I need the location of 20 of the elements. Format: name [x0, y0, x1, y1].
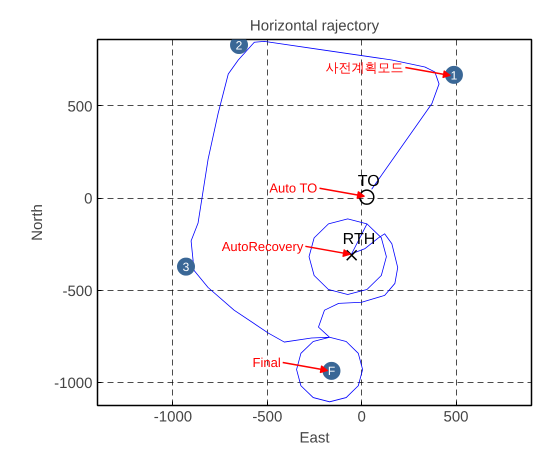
y-tick-label: -1000: [54, 374, 93, 392]
point: [346, 250, 358, 261]
series-label: 2: [236, 38, 243, 53]
annotation: 사전계획모드: [325, 60, 404, 75]
series-label: F: [328, 364, 336, 378]
series-label: 1: [450, 68, 458, 82]
point: [359, 189, 375, 205]
chart-title: Horizontal rajectory: [250, 18, 380, 34]
y-axis-title: North: [29, 204, 46, 241]
y-tick-label: -500: [62, 282, 93, 300]
annotation: Auto TO: [269, 180, 318, 196]
x-tick-label: 500: [444, 408, 469, 426]
series-label: 3: [182, 260, 190, 274]
x-axis-title: East: [299, 430, 330, 446]
x-tick-label: -500: [252, 408, 282, 426]
y-tick-label: 500: [67, 98, 93, 116]
x-tick-label: 0: [358, 408, 366, 426]
x-tick-label: -1000: [154, 408, 192, 426]
y-tick-label: 0: [84, 190, 92, 208]
annotation: AutoRecovery: [222, 238, 304, 254]
